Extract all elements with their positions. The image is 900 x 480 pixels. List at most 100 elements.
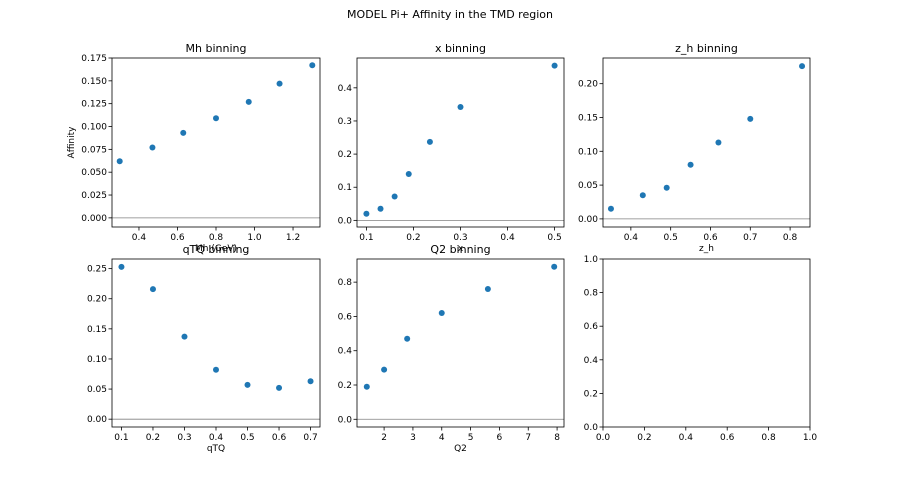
data-point [149,286,156,293]
x-tick: 0.4 [679,427,693,443]
x-tick-label: 8 [554,433,560,443]
x-tick-label: 0.5 [547,233,561,243]
x-axis-label: z_h [699,244,714,254]
x-tick: 3 [410,427,416,443]
x-tick: 0.2 [406,227,421,243]
data-point [307,378,314,385]
y-tick-label: 0.2 [584,389,598,399]
y-tick-label: 0.05 [87,385,107,395]
axes-frame [356,258,565,428]
data-point [687,161,694,168]
subplot-3: 0.1 0.2 0.3 0.4 0.5 0.6 0.7 0.00 0.05 0.10 0.15 0.2… [87,243,321,454]
x-tick: 0.6 [272,427,286,443]
x-tick: 5 [468,427,474,443]
x-tick: 1.0 [803,427,818,443]
x-tick-label: 0.8 [783,233,798,243]
y-tick: 0.3 [338,117,357,127]
x-tick: 0.3 [177,427,192,443]
x-tick: 0.5 [547,227,562,243]
x-tick-label: 0.8 [761,433,776,443]
x-tick: 0.8 [783,227,798,243]
y-tick-label: 0.025 [81,191,107,201]
y-tick: 0.8 [338,278,357,288]
x-axis-label: x [458,244,464,254]
x-tick-label: 0.6 [703,233,718,243]
y-tick-label: 0.2 [338,150,352,160]
x-axis-label: Q2 [454,444,467,454]
x-tick: 0.3 [453,227,468,243]
y-tick-label: 0.100 [81,123,107,133]
y-tick: 0.8 [584,289,603,299]
data-point [551,62,558,69]
x-tick: 0.2 [637,427,652,443]
y-tick-label: 0.075 [81,145,107,155]
x-tick-label: 0.6 [720,433,735,443]
y-tick-label: 0.05 [578,181,598,191]
y-tick-label: 0.20 [87,295,107,305]
x-tick-label: 0.5 [240,433,254,443]
y-tick: 1.0 [584,255,603,265]
data-point [405,170,412,177]
y-tick: 0.4 [338,347,357,357]
x-tick: 0.2 [146,427,160,443]
y-tick: 0.150 [81,77,112,87]
x-tick-label: 0.7 [743,233,757,243]
subplot-5: 0.0 0.2 0.4 0.6 0.8 1.0 0.0 0.2 0.4 0.6 0.8 1.0 [584,255,818,443]
y-tick-label: 0.050 [81,168,107,178]
x-tick: 0.6 [703,227,718,243]
y-tick-label: 0.15 [578,113,598,123]
data-point [213,115,219,122]
y-tick: 0.2 [338,381,357,391]
data-point [363,383,370,390]
y-tick: 0.10 [578,147,603,157]
y-tick: 0.125 [81,100,112,110]
x-tick-label: 0.1 [359,233,373,243]
x-tick: 2 [381,427,387,443]
y-tick-label: 0.2 [338,381,352,391]
subplot-title: Q2 binning [430,243,490,256]
subplot-title: qTQ binning [183,243,250,256]
y-tick-label: 0.1 [338,183,352,193]
x-tick-label: 0.4 [500,233,515,243]
data-point [181,333,188,340]
x-tick-label: 1.0 [803,433,818,443]
y-tick: 0.1 [338,183,357,193]
subplot-title: z_h binning [675,42,738,55]
x-tick: 0.0 [596,427,610,443]
y-tick-label: 0.00 [578,215,598,225]
x-tick-label: 0.3 [453,233,467,243]
data-point [404,335,411,342]
y-tick: 0.4 [338,84,357,94]
x-tick-label: 0.4 [624,233,639,243]
y-tick: 0.00 [87,415,112,425]
y-tick: 0.050 [81,168,112,178]
y-tick-label: 0.10 [578,147,598,157]
x-tick-label: 5 [468,433,474,443]
y-tick: 0.20 [87,295,112,305]
y-tick: 0.0 [338,216,357,226]
data-point [426,138,433,145]
y-tick: 0.175 [81,54,112,64]
x-axis-label: qTQ [207,444,225,454]
y-tick-label: 0.6 [584,322,599,332]
x-tick-label: 1.2 [286,233,300,243]
x-tick-label: 0.2 [146,433,160,443]
data-point [213,366,219,373]
data-point [438,310,445,316]
x-tick: 1.2 [286,227,300,243]
x-tick-label: 0.7 [303,433,317,443]
subplot-title: Mh binning [186,42,247,55]
y-tick-label: 0.4 [338,347,353,357]
y-tick-label: 0.4 [584,356,599,366]
y-axis-label: Affinity [67,126,77,159]
x-tick: 0.4 [209,427,223,443]
data-point [391,193,398,200]
x-tick-label: 3 [410,433,416,443]
y-tick-label: 0.8 [338,278,353,288]
y-tick: 0.00 [578,215,603,225]
y-tick: 0.6 [584,322,603,332]
data-point [715,139,722,146]
x-tick-label: 0.8 [209,233,224,243]
y-tick: 0.025 [81,191,112,201]
